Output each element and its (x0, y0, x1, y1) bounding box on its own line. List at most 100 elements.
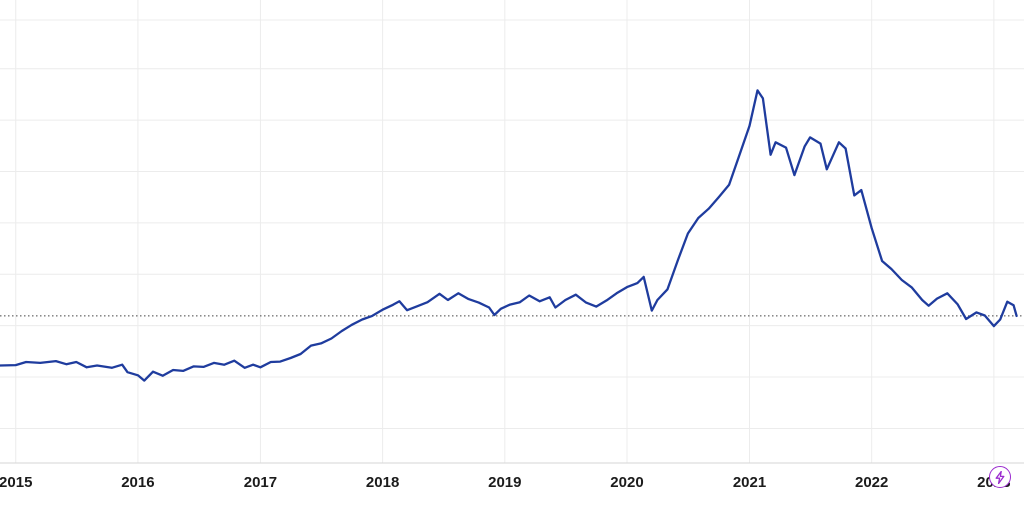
x-tick-label: 2017 (244, 474, 277, 491)
data-point (999, 318, 1002, 321)
data-point (538, 300, 541, 303)
data-point (25, 361, 27, 363)
data-point (350, 323, 353, 326)
data-point (143, 379, 146, 382)
data-point (519, 301, 521, 304)
data-point (279, 360, 282, 363)
data-point (233, 359, 236, 362)
data-point (993, 325, 995, 327)
data-point (259, 366, 262, 369)
data-point (677, 259, 679, 261)
x-tick-label: 2020 (610, 474, 643, 491)
data-point (717, 196, 720, 199)
data-point (493, 314, 496, 316)
data-point (626, 286, 628, 288)
data-point (269, 361, 272, 363)
data-point (881, 260, 883, 262)
data-point (14, 364, 17, 366)
data-point (1012, 304, 1015, 307)
data-point (75, 361, 78, 363)
data-point (564, 299, 567, 301)
data-point (96, 364, 98, 367)
data-point (477, 301, 480, 304)
y-gridlines (0, 19, 1024, 429)
data-point (0, 364, 1, 367)
data-point (110, 366, 113, 369)
data-point (965, 318, 967, 320)
x-tick-label: 2022 (855, 474, 888, 491)
data-point (252, 363, 255, 366)
data-point (1006, 300, 1009, 303)
data-point (499, 307, 502, 310)
data-point (956, 303, 959, 306)
lightning-bolt-button[interactable] (989, 466, 1011, 488)
data-point (488, 306, 490, 309)
data-point (595, 305, 598, 308)
data-point (381, 308, 384, 311)
x-gridlines (15, 0, 995, 463)
data-point (975, 311, 978, 314)
data-point (55, 360, 57, 362)
data-point (65, 363, 68, 366)
data-point (756, 89, 759, 92)
data-point (803, 145, 806, 148)
data-point (656, 299, 659, 301)
data-point (438, 292, 441, 295)
data-point (911, 286, 913, 289)
data-point (447, 299, 449, 301)
data-point (406, 309, 408, 312)
data-point (243, 366, 246, 369)
x-tick-label: 2015 (0, 474, 32, 491)
x-tick-label: 2018 (366, 474, 399, 491)
data-point (936, 297, 938, 300)
data-point (340, 330, 343, 332)
x-tick-label: 2016 (121, 474, 154, 491)
data-point (900, 279, 903, 281)
data-point (330, 337, 333, 340)
data-point (392, 303, 394, 306)
data-point (666, 288, 669, 291)
data-point (605, 299, 608, 302)
x-tick-label: 2019 (488, 474, 521, 491)
lightning-bolt-icon (995, 470, 1005, 484)
data-point (927, 304, 930, 307)
data-point (574, 293, 577, 296)
data-point (121, 363, 124, 366)
data-point (650, 309, 653, 312)
data-point (528, 294, 531, 297)
data-point (825, 168, 828, 171)
data-point (636, 282, 639, 284)
data-point (809, 136, 811, 139)
data-point (137, 374, 139, 377)
data-point (785, 146, 787, 149)
data-point (870, 227, 873, 230)
data-point (320, 342, 322, 345)
data-point (615, 292, 618, 295)
data-point (310, 344, 312, 347)
data-point (748, 125, 751, 127)
data-point (299, 353, 302, 355)
data-point (642, 276, 645, 278)
data-point (921, 299, 924, 301)
data-point (361, 318, 364, 321)
data-point (738, 155, 740, 157)
data-point (172, 369, 175, 371)
data-point (508, 303, 511, 306)
data-point (762, 97, 764, 100)
x-tick-label: 2021 (733, 474, 766, 491)
data-point (152, 370, 154, 373)
data-point (467, 298, 470, 300)
data-point (687, 232, 689, 235)
data-point (585, 301, 587, 304)
data-point (707, 207, 710, 210)
data-point (554, 306, 557, 309)
data-point (39, 362, 42, 364)
series-points (0, 89, 1018, 382)
data-point (728, 183, 730, 186)
data-point (774, 141, 777, 144)
data-point (213, 362, 215, 364)
x-axis-ticks: 201520162017201820192020202120222023 (0, 474, 1011, 491)
data-point (202, 366, 205, 368)
data-point (890, 268, 893, 270)
